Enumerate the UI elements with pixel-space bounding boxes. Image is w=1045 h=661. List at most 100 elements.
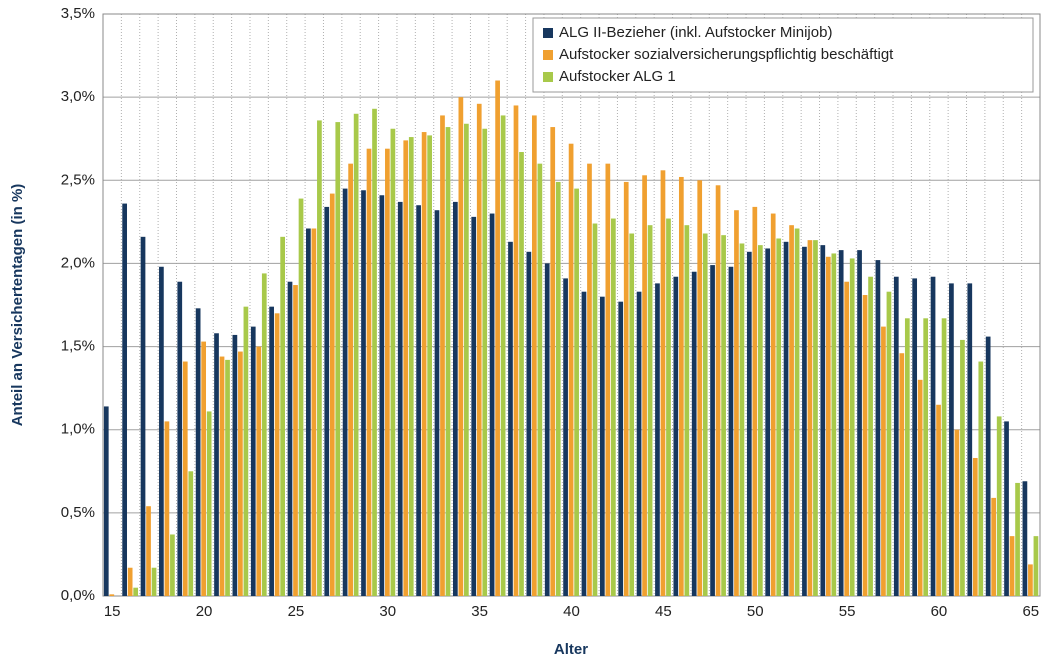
bar bbox=[416, 205, 421, 596]
bar bbox=[195, 308, 201, 596]
bar bbox=[660, 170, 666, 596]
bar bbox=[379, 195, 385, 596]
bar bbox=[868, 276, 873, 596]
bar bbox=[385, 148, 390, 597]
bar bbox=[348, 163, 353, 596]
bar bbox=[214, 333, 219, 596]
bar bbox=[1004, 421, 1009, 596]
bar bbox=[710, 265, 715, 596]
bar bbox=[783, 241, 789, 596]
x-tick-label: 35 bbox=[471, 603, 488, 620]
legend-label: Aufstocker sozialversicherungspflichtig … bbox=[559, 46, 894, 63]
bar bbox=[1009, 536, 1015, 596]
bar bbox=[452, 201, 458, 596]
bar bbox=[757, 245, 763, 596]
bar bbox=[287, 281, 293, 596]
bar bbox=[500, 115, 506, 596]
legend-label: ALG II-Bezieher (inkl. Aufstocker Minijo… bbox=[559, 24, 832, 41]
bar bbox=[397, 201, 403, 596]
bar bbox=[219, 356, 225, 596]
bar bbox=[684, 225, 690, 596]
bar bbox=[421, 132, 427, 596]
legend-box bbox=[532, 17, 1034, 93]
bar bbox=[306, 228, 311, 596]
bar bbox=[813, 240, 818, 597]
bar bbox=[985, 336, 991, 596]
bar bbox=[917, 379, 923, 596]
bar bbox=[550, 127, 556, 597]
bar bbox=[623, 181, 629, 596]
bar bbox=[996, 416, 1002, 596]
bar bbox=[844, 281, 850, 596]
bar bbox=[434, 210, 440, 596]
bar bbox=[342, 188, 348, 596]
bar bbox=[335, 122, 341, 596]
bar bbox=[519, 152, 524, 596]
bar bbox=[317, 120, 322, 597]
bar bbox=[770, 213, 776, 597]
bar bbox=[353, 113, 359, 597]
bar bbox=[225, 359, 230, 596]
bar bbox=[329, 193, 335, 597]
bar bbox=[912, 278, 918, 596]
bar bbox=[201, 341, 207, 596]
bar bbox=[482, 128, 488, 597]
bar bbox=[555, 181, 561, 596]
bar bbox=[991, 497, 997, 596]
bar bbox=[256, 346, 262, 596]
bar bbox=[182, 361, 188, 596]
bar bbox=[857, 250, 862, 596]
bar bbox=[563, 278, 568, 596]
bar bbox=[666, 218, 671, 596]
bar bbox=[531, 115, 537, 596]
bar bbox=[794, 228, 800, 596]
bar bbox=[177, 281, 183, 596]
bar bbox=[739, 243, 745, 596]
bar bbox=[721, 235, 726, 596]
bar bbox=[862, 295, 868, 596]
bar bbox=[109, 594, 115, 596]
bar bbox=[188, 471, 194, 596]
x-tick-label: 20 bbox=[196, 603, 213, 620]
bar bbox=[311, 228, 317, 596]
bar bbox=[893, 276, 899, 596]
y-tick-label: 0,0% bbox=[61, 587, 95, 604]
bar bbox=[765, 248, 771, 596]
x-tick-label: 60 bbox=[931, 603, 948, 620]
bar bbox=[1015, 482, 1020, 596]
bar bbox=[513, 105, 519, 596]
bar bbox=[642, 175, 647, 596]
bar bbox=[151, 567, 157, 596]
y-tick-label: 0,5% bbox=[61, 504, 95, 521]
legend-swatch bbox=[543, 72, 553, 82]
bar bbox=[458, 97, 464, 597]
legend-label: Aufstocker ALG 1 bbox=[559, 68, 676, 85]
bar bbox=[164, 421, 170, 596]
x-tick-label: 30 bbox=[379, 603, 396, 620]
bar bbox=[673, 276, 679, 596]
bar bbox=[599, 296, 605, 596]
bar bbox=[1028, 564, 1033, 596]
bar bbox=[445, 127, 451, 597]
bar bbox=[618, 301, 624, 596]
bar bbox=[715, 185, 721, 596]
bar bbox=[508, 241, 513, 596]
bar bbox=[807, 240, 813, 597]
y-tick-label: 2,0% bbox=[61, 254, 95, 271]
bar bbox=[647, 225, 653, 596]
bar bbox=[728, 266, 734, 596]
bar bbox=[936, 404, 941, 596]
bar bbox=[574, 188, 579, 596]
bar bbox=[636, 291, 642, 596]
bar bbox=[875, 260, 881, 596]
bar bbox=[146, 506, 151, 596]
bar bbox=[537, 163, 543, 596]
bar bbox=[489, 213, 495, 597]
bar bbox=[587, 163, 592, 596]
bar bbox=[789, 225, 794, 596]
bar bbox=[629, 233, 635, 597]
bar bbox=[825, 256, 831, 596]
bar bbox=[904, 318, 910, 596]
y-axis-title: Anteil an Versichertentagen (in %) bbox=[9, 184, 26, 427]
bar bbox=[978, 361, 984, 596]
